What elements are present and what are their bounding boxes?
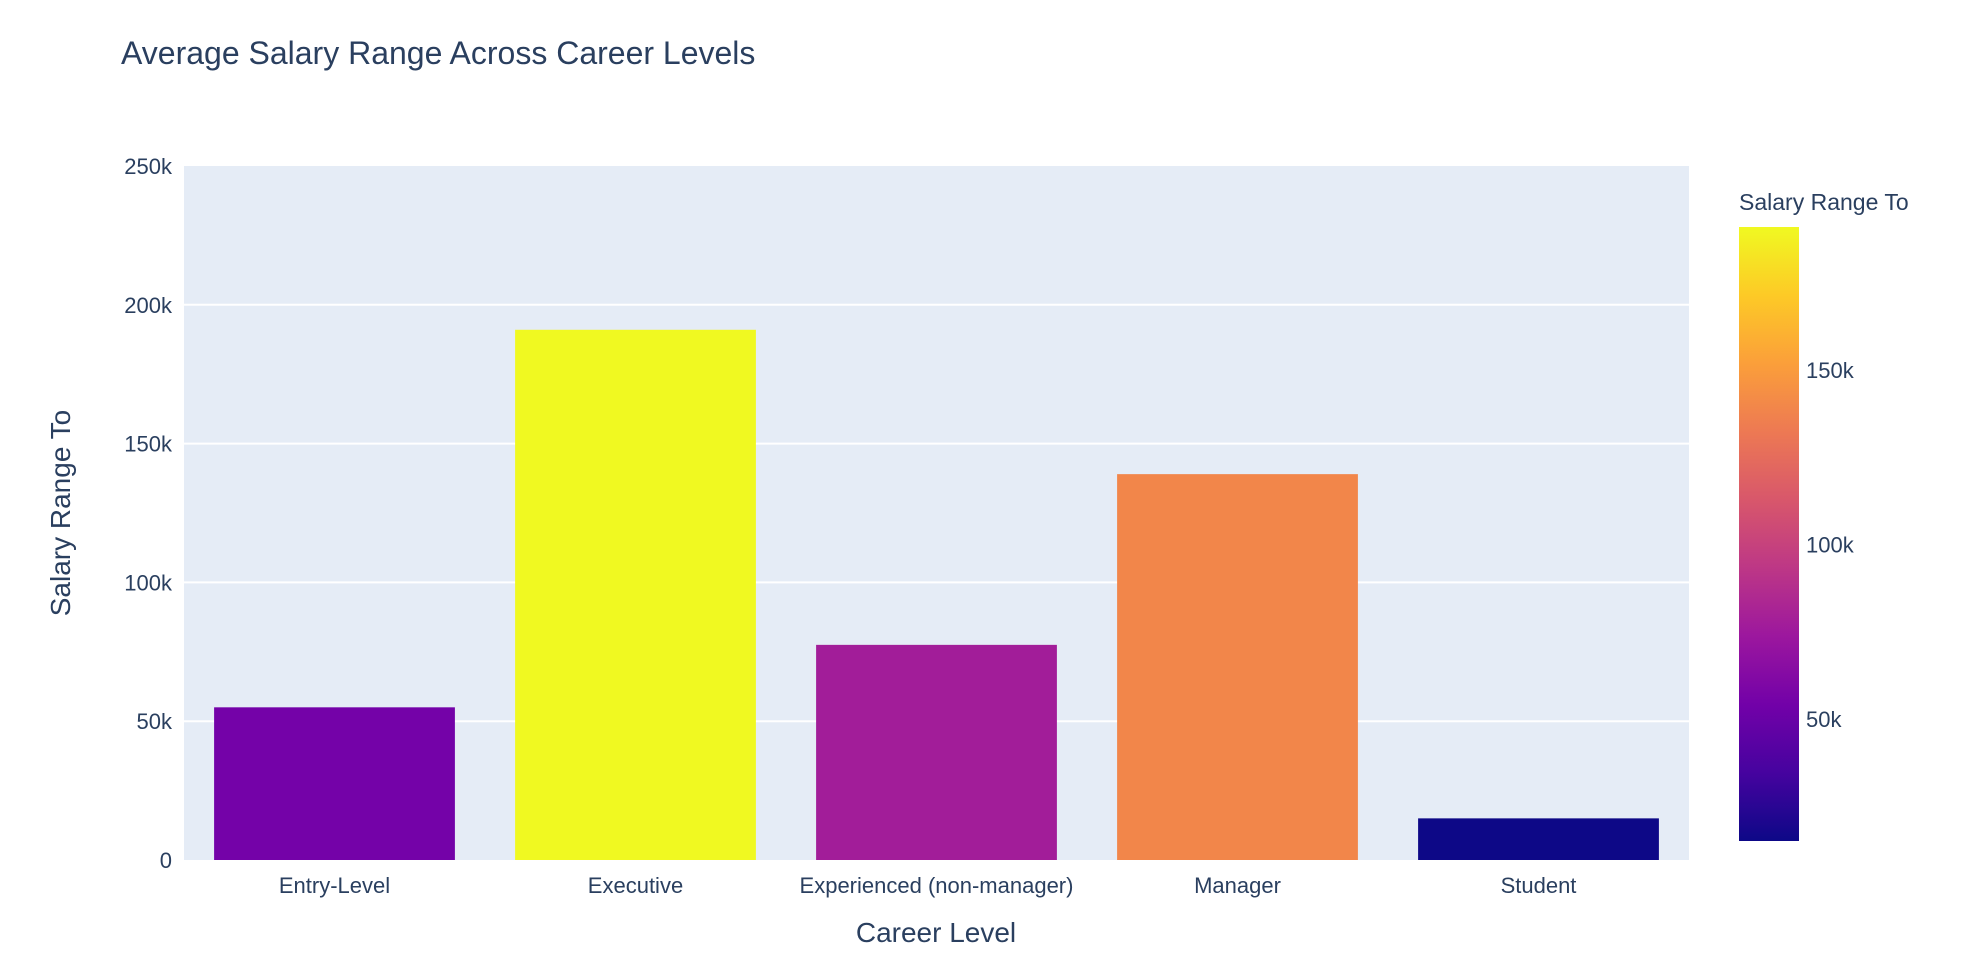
- y-axis-title: Salary Range To: [45, 410, 76, 617]
- x-tick-label: Experienced (non-manager): [800, 873, 1074, 898]
- x-axis-title: Career Level: [856, 917, 1016, 948]
- y-tick-label: 50k: [137, 709, 173, 734]
- y-tick-label: 100k: [124, 570, 173, 595]
- y-axis-ticks: 0 50k 100k 150k 200k 250k: [124, 154, 173, 873]
- colorbar-ticks: 50k 100k 150k: [1806, 358, 1855, 732]
- colorbar-tick-label: 150k: [1806, 358, 1855, 383]
- y-tick-label: 250k: [124, 154, 173, 179]
- bar: [214, 707, 455, 860]
- x-tick-label: Entry-Level: [279, 873, 390, 898]
- x-tick-label: Student: [1501, 873, 1577, 898]
- x-tick-label: Manager: [1194, 873, 1281, 898]
- colorbar-tick-label: 50k: [1806, 707, 1842, 732]
- x-axis-ticks: Entry-Level Executive Experienced (non-man…: [279, 873, 1577, 898]
- bar: [515, 329, 756, 860]
- y-tick-label: 200k: [124, 293, 173, 318]
- y-tick-label: 0: [160, 848, 172, 873]
- colorbar: [1739, 227, 1799, 841]
- bar: [1117, 474, 1358, 860]
- y-tick-label: 150k: [124, 432, 173, 457]
- bar: [1418, 818, 1659, 860]
- bar: [816, 644, 1057, 860]
- x-tick-label: Executive: [588, 873, 683, 898]
- bars: [214, 329, 1659, 860]
- colorbar-tick-label: 100k: [1806, 532, 1855, 557]
- colorbar-title: Salary Range To: [1739, 189, 1909, 215]
- chart-title: Average Salary Range Across Career Level…: [121, 35, 755, 71]
